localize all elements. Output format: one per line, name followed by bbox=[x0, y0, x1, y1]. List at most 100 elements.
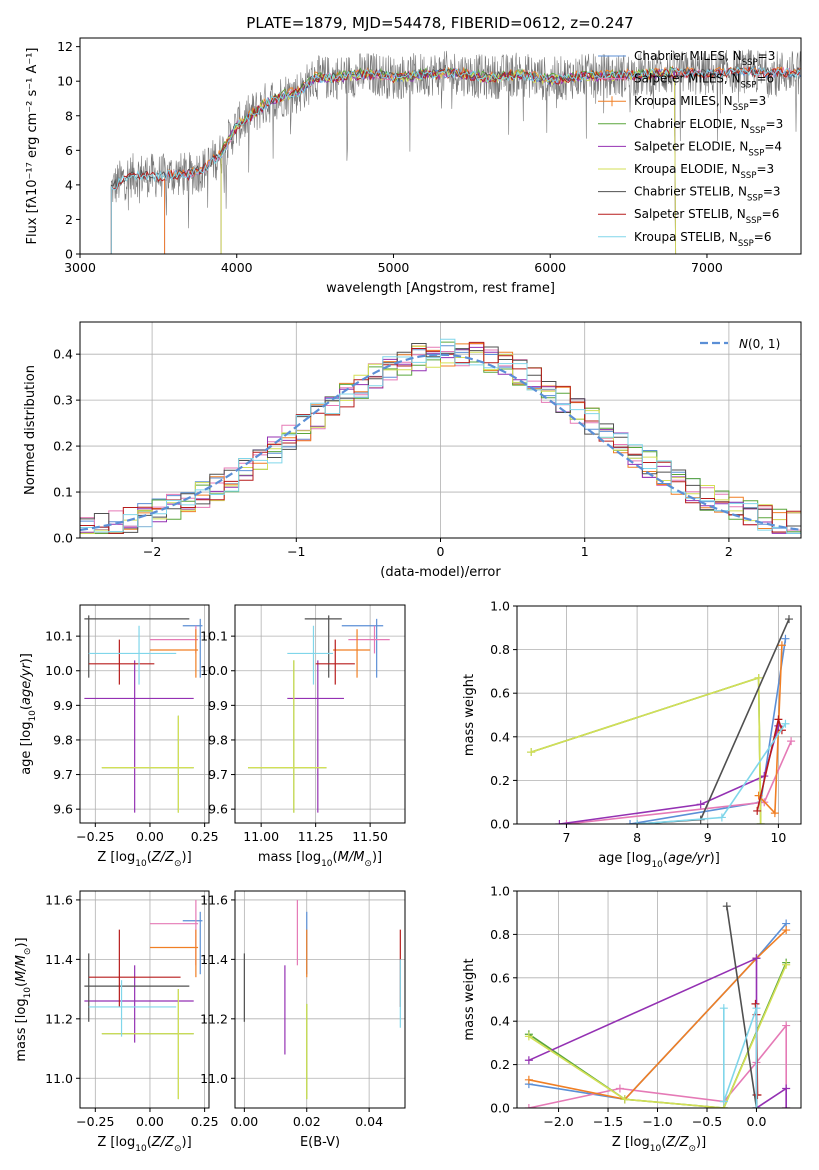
weight-marker bbox=[777, 641, 786, 650]
weight-marker bbox=[782, 926, 791, 935]
weight-marker bbox=[781, 634, 790, 643]
data-point bbox=[84, 660, 194, 813]
x-tick-label: 0.25 bbox=[191, 829, 219, 844]
x-axis-label: wavelength [Angstrom, rest frame] bbox=[326, 281, 555, 296]
x-tick-label: 0.02 bbox=[293, 1114, 321, 1129]
data-point bbox=[287, 660, 344, 813]
data-point bbox=[101, 715, 194, 813]
plot-area bbox=[84, 899, 203, 1100]
plot-area bbox=[527, 615, 796, 824]
histogram-steps bbox=[80, 345, 801, 534]
y-tick-label: 11.0 bbox=[200, 1071, 228, 1086]
x-tick-label: 7000 bbox=[691, 260, 723, 275]
x-axis-label: mass [log10(M/M⊙)] bbox=[258, 850, 382, 869]
weight-line bbox=[528, 957, 788, 1108]
data-point bbox=[88, 625, 177, 685]
age-vs-metallicity-panel: −0.25 0.00 0.25 9.6 9.7 9.8 9.9 10.0 10.1 Z [log1… bbox=[19, 604, 219, 869]
y-tick-label: 0.4 bbox=[490, 729, 510, 744]
y-tick-label: 9.9 bbox=[53, 698, 73, 713]
weight-marker bbox=[524, 1032, 533, 1041]
y-tick-label: 11.2 bbox=[200, 1011, 228, 1026]
y-tick-label: 0.4 bbox=[490, 1014, 510, 1029]
x-tick-label: −2 bbox=[143, 544, 161, 559]
data-point bbox=[101, 715, 194, 813]
x-tick-label: 7 bbox=[562, 830, 570, 845]
data-point bbox=[101, 989, 194, 1100]
y-axis-label: Normed distribution bbox=[23, 365, 38, 495]
weight-marker bbox=[782, 960, 791, 969]
mass-vs-metallicity-panel: −0.25 0.00 0.25 11.0 11.2 11.4 11.6 Z [log10(Z/… bbox=[14, 890, 219, 1154]
weight-marker bbox=[774, 715, 783, 724]
model-spectrum-line bbox=[110, 66, 801, 254]
x-tick-label: 0 bbox=[437, 544, 445, 559]
y-axis-label: Flux [fλ10⁻¹⁷ erg cm⁻² s⁻¹ A⁻¹] bbox=[25, 48, 40, 245]
weight-series bbox=[633, 719, 790, 824]
y-axis-label: age [log10(age/yr)] bbox=[19, 653, 38, 775]
legend-label: Salpeter ELODIE, NSSP=4 bbox=[634, 139, 782, 158]
x-axis-label: Z [log10(Z/Z⊙)] bbox=[97, 1135, 191, 1154]
weight-marker bbox=[717, 813, 726, 822]
axes-frame bbox=[234, 890, 406, 1109]
data-point bbox=[149, 929, 199, 978]
data-point bbox=[348, 625, 390, 654]
x-tick-label: 0.0 bbox=[747, 1114, 767, 1129]
plot-area bbox=[243, 899, 401, 1100]
model-spectrum-line bbox=[110, 66, 800, 254]
weight-marker bbox=[756, 820, 765, 824]
y-tick-label: 4 bbox=[65, 177, 73, 192]
x-axis-label: age [log10(age/yr)] bbox=[598, 851, 720, 870]
data-point bbox=[149, 629, 199, 678]
data-point bbox=[182, 618, 203, 678]
model-spectrum-line bbox=[220, 68, 677, 254]
x-tick-label: 11.00 bbox=[243, 829, 279, 844]
x-tick-label: 8 bbox=[633, 830, 641, 845]
y-tick-label: 1.0 bbox=[490, 599, 510, 614]
weight-line bbox=[530, 676, 762, 824]
data-point bbox=[333, 629, 371, 678]
y-tick-label: 9.8 bbox=[208, 732, 228, 747]
axes-frame bbox=[79, 37, 802, 255]
data-point bbox=[149, 899, 199, 966]
x-tick-label: 11.25 bbox=[298, 829, 334, 844]
figure-title: PLATE=1879, MJD=54478, FIBERID=0612, z=0… bbox=[246, 14, 633, 32]
weight-marker bbox=[524, 1075, 533, 1084]
weight-series bbox=[527, 673, 765, 824]
x-tick-label: 9 bbox=[704, 830, 712, 845]
x-tick-label: 4000 bbox=[221, 260, 253, 275]
weight-series bbox=[719, 1004, 761, 1108]
y-tick-label: 8 bbox=[65, 108, 73, 123]
y-tick-label: 11.6 bbox=[45, 892, 73, 907]
y-axis-label: mass [log10(M/M⊙)] bbox=[14, 937, 33, 1061]
y-tick-label: 11.6 bbox=[200, 892, 228, 907]
plot-area bbox=[80, 338, 801, 534]
y-tick-label: 0.0 bbox=[53, 531, 73, 546]
observed-spectrum bbox=[111, 49, 801, 254]
weight-line bbox=[528, 964, 787, 1108]
legend-label: Kroupa STELIB, NSSP=6 bbox=[634, 230, 772, 249]
y-tick-label: 11.4 bbox=[200, 952, 228, 967]
x-axis-label: E(B-V) bbox=[300, 1135, 340, 1150]
x-tick-label: 0.04 bbox=[355, 1114, 383, 1129]
y-tick-label: 9.8 bbox=[53, 732, 73, 747]
weight-marker bbox=[620, 1095, 629, 1104]
x-tick-label: 1 bbox=[581, 544, 589, 559]
y-tick-label: 0.0 bbox=[490, 1101, 510, 1116]
plot-area bbox=[524, 902, 791, 1108]
weight-series bbox=[527, 673, 765, 824]
legend: N(0, 1) bbox=[700, 337, 780, 351]
x-axis-label: Z [log10(Z/Z⊙)] bbox=[97, 850, 191, 869]
data-point bbox=[84, 953, 190, 1022]
weight-line bbox=[530, 676, 762, 824]
x-tick-label: −2.0 bbox=[543, 1114, 573, 1129]
weight-marker bbox=[770, 809, 779, 818]
x-tick-label: 11.50 bbox=[352, 829, 388, 844]
axes-frame bbox=[234, 604, 406, 824]
y-axis-label: mass weight bbox=[462, 958, 477, 1040]
weight-marker bbox=[524, 1104, 533, 1108]
weight-marker bbox=[753, 1090, 762, 1099]
weight-marker bbox=[782, 1104, 791, 1108]
weight-line bbox=[722, 1007, 758, 1108]
histogram-steps bbox=[80, 341, 801, 534]
legend-label: Chabrier MILES, NSSP=3 bbox=[634, 49, 775, 68]
legend-label: Kroupa MILES, NSSP=3 bbox=[634, 94, 766, 113]
